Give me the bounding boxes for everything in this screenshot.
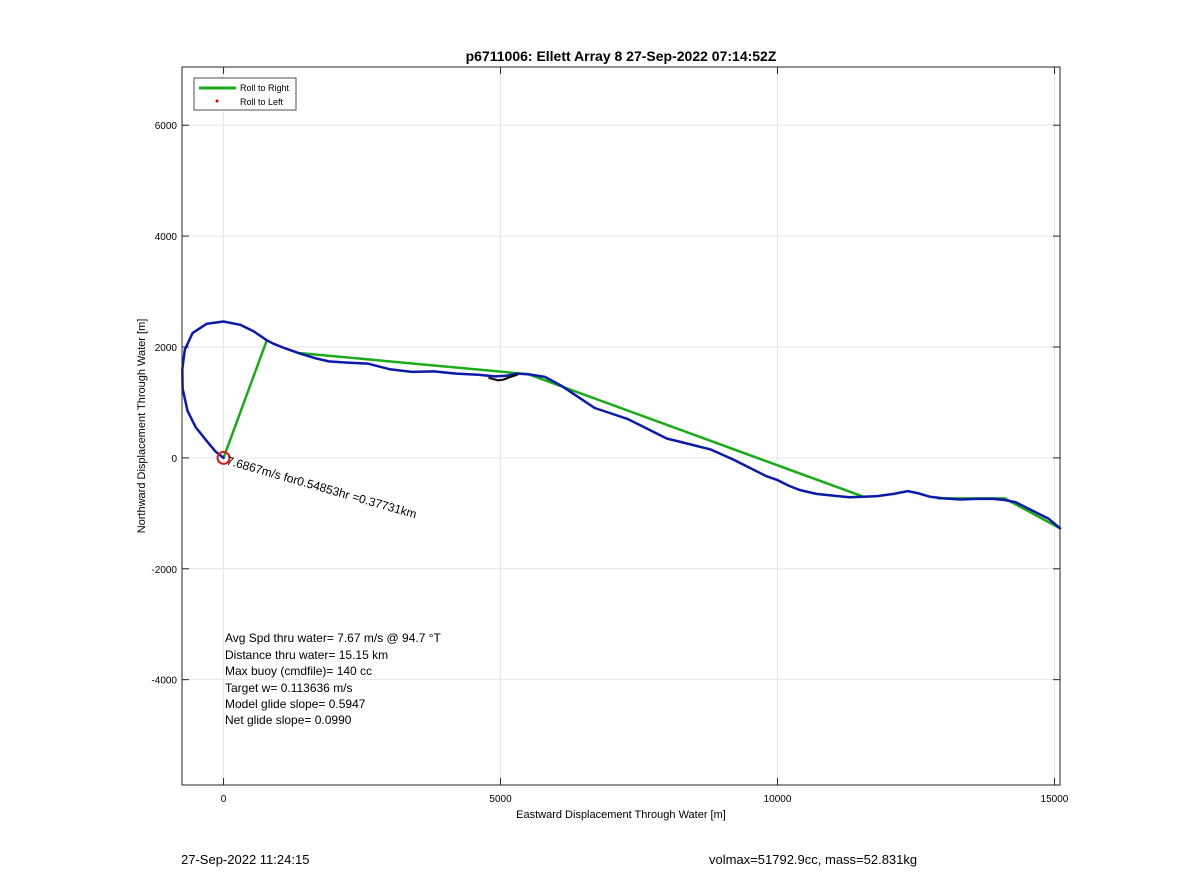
legend-label-roll-right: Roll to Right (240, 83, 290, 93)
stats-text: Avg Spd thru water= 7.67 m/s @ 94.7 °T D… (225, 631, 442, 727)
legend: Roll to Right Roll to Left (193, 77, 297, 111)
stat-net-glide: Net glide slope= 0.0990 (225, 713, 352, 727)
y-tick-label: 4000 (155, 232, 178, 243)
roll-right-segment-1 (298, 351, 530, 376)
stat-avg-speed: Avg Spd thru water= 7.67 m/s @ 94.7 °T (225, 631, 442, 645)
legend-box (193, 77, 297, 111)
footer-info: volmax=51792.9cc, mass=52.831kg (709, 852, 918, 867)
track-annotation: 7.6867m/s for0.54853hr =0.37731km (225, 454, 418, 522)
y-tick-label: 0 (171, 454, 177, 465)
stat-target-w: Target w= 0.113636 m/s (225, 681, 353, 695)
legend-swatch-roll-left (215, 99, 219, 103)
track-line (181, 320, 1062, 530)
roll-right-segment-2 (526, 372, 865, 498)
y-axis-label: Northward Displacement Through Water [m] (136, 319, 148, 534)
y-tick-label: -2000 (151, 565, 177, 576)
x-tick-label: 0 (221, 794, 227, 805)
roll-right-segment-4 (1003, 497, 1062, 530)
footer-timestamp: 27-Sep-2022 11:24:15 (181, 852, 310, 867)
x-tick-label: 10000 (764, 794, 792, 805)
stat-max-buoy: Max buoy (cmdfile)= 140 cc (225, 664, 372, 678)
chart-title: p6711006: Ellett Array 8 27-Sep-2022 07:… (466, 48, 777, 64)
y-tick-label: 2000 (155, 343, 178, 354)
track-dip-segment (488, 373, 519, 382)
stat-distance: Distance thru water= 15.15 km (225, 648, 388, 662)
roll-right-segment-0 (222, 339, 269, 460)
axis-ticks: 0 5000 10000 15000 -4000 -2000 0 2000 4000 6000 (151, 67, 1069, 805)
plot-frame (181, 66, 1061, 786)
x-tick-label: 5000 (489, 794, 512, 805)
y-tick-label: 6000 (155, 121, 178, 132)
annotations: 7.6867m/s for0.54853hr =0.37731km (225, 454, 418, 522)
stat-model-glide: Model glide slope= 0.5947 (225, 697, 366, 711)
y-tick-label: -4000 (151, 676, 177, 687)
data-series (181, 320, 1062, 530)
x-axis-label: Eastward Displacement Through Water [m] (516, 809, 726, 821)
grid-lines (182, 67, 1060, 785)
start-marker (216, 450, 231, 465)
x-tick-label: 15000 (1041, 794, 1069, 805)
legend-label-roll-left: Roll to Left (240, 97, 284, 107)
